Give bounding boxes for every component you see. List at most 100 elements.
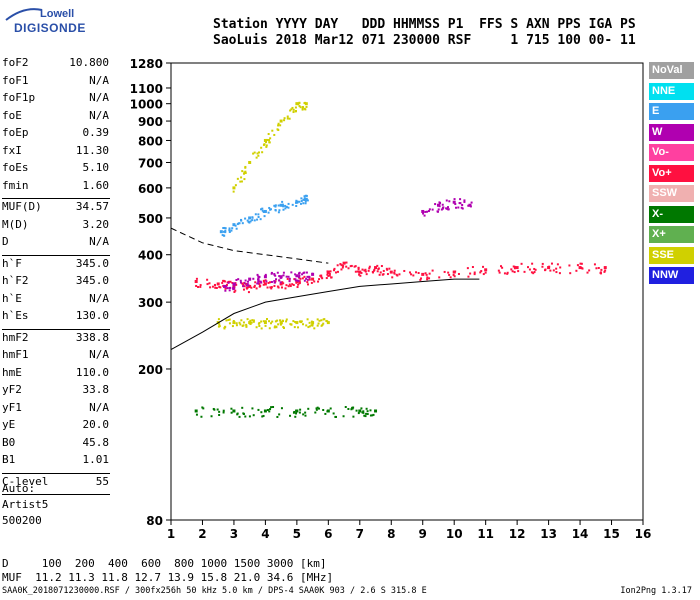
echo-point <box>541 265 544 268</box>
echo-point <box>258 282 261 285</box>
echo-point <box>316 318 319 321</box>
y-tick-label: 800 <box>138 134 163 148</box>
echo-point <box>366 410 369 413</box>
echo-point <box>291 283 294 286</box>
echo-point <box>301 273 304 276</box>
echo-point <box>254 213 257 216</box>
echo-point <box>241 170 244 173</box>
echo-point <box>222 411 225 414</box>
echo-point <box>258 275 261 278</box>
param-separator <box>2 328 110 330</box>
echo-point <box>520 262 523 265</box>
echo-point <box>396 274 399 277</box>
echo-point <box>305 277 308 280</box>
echo-point <box>298 101 301 104</box>
echo-point <box>252 277 255 280</box>
echo-point <box>235 324 238 327</box>
echo-point <box>532 272 535 275</box>
echo-point <box>325 319 328 322</box>
echo-point <box>213 408 216 411</box>
param-row: h`E N/A <box>2 292 109 308</box>
echo-point <box>232 186 236 190</box>
echo-point <box>484 268 488 272</box>
echo-point <box>216 282 220 286</box>
echo-point <box>241 324 244 327</box>
echo-point <box>541 262 544 265</box>
echo-point <box>224 289 227 292</box>
echo-point <box>322 409 325 412</box>
echo-point <box>443 270 446 273</box>
echo-point <box>550 262 553 265</box>
echo-point <box>467 275 470 278</box>
echo-point <box>244 172 247 175</box>
echo-point <box>270 271 273 274</box>
param-value: N/A <box>89 108 109 122</box>
echo-point <box>365 412 368 415</box>
echo-point <box>243 172 246 175</box>
echo-point <box>513 271 516 274</box>
echo-point <box>385 267 388 270</box>
echo-point <box>267 211 270 214</box>
echo-point <box>277 124 280 127</box>
param-value: 11.30 <box>75 143 109 157</box>
echo-point <box>210 415 213 418</box>
param-name: h`F <box>2 256 22 270</box>
echo-point <box>278 279 281 282</box>
echo-point <box>320 319 323 322</box>
echo-point <box>322 318 325 321</box>
echo-point <box>250 286 253 289</box>
echo-point <box>299 202 302 205</box>
y-tick-label: 1100 <box>130 82 163 96</box>
echo-point <box>297 103 300 106</box>
param-value: 345.0 <box>75 256 109 270</box>
echo-point <box>424 210 427 213</box>
echo-point <box>378 273 381 276</box>
echo-point <box>304 197 308 201</box>
echo-point <box>326 321 330 325</box>
echo-point <box>289 414 292 417</box>
echo-point <box>273 325 276 328</box>
echo-point <box>459 198 462 201</box>
y-tick-label: 500 <box>138 212 163 226</box>
echo-point <box>305 105 308 108</box>
echo-point <box>239 323 242 326</box>
echo-point <box>304 200 307 203</box>
echo-point <box>294 110 297 113</box>
echo-point <box>237 278 240 281</box>
echo-point <box>303 195 306 198</box>
echo-point <box>473 273 476 276</box>
param-name: foF1 <box>2 73 29 87</box>
echo-point <box>247 291 250 294</box>
echo-point <box>295 102 299 106</box>
echo-point <box>428 277 431 280</box>
echo-point <box>360 407 363 410</box>
echo-point <box>295 274 299 278</box>
param-row: h`F2 345.0 <box>2 274 109 290</box>
echo-point <box>224 231 227 234</box>
echo-point <box>366 413 369 416</box>
echo-point <box>304 102 308 106</box>
param-name: h`F2 <box>2 274 29 287</box>
param-row: foEp 0.39 <box>2 126 109 142</box>
header-line-2: SaoLuis 2018 Mar12 071 230000 RSF 1 715 … <box>213 33 636 48</box>
echo-point <box>528 268 531 271</box>
echo-point <box>292 411 295 414</box>
echo-point <box>238 321 241 324</box>
x-tick-label: 8 <box>387 527 395 541</box>
echo-point <box>279 119 283 123</box>
echo-point <box>279 275 283 279</box>
param-value: 45.8 <box>82 435 110 449</box>
echo-point <box>244 279 247 282</box>
echo-point <box>230 407 233 410</box>
echo-point <box>421 209 425 213</box>
echo-point <box>274 205 277 208</box>
echo-point <box>372 271 375 274</box>
echo-point <box>308 275 311 278</box>
echo-point <box>453 198 456 201</box>
echo-point <box>358 273 361 276</box>
echo-point <box>287 275 290 278</box>
echo-point <box>252 319 255 322</box>
echo-point <box>355 409 358 412</box>
echo-point <box>344 406 347 409</box>
echo-point <box>324 412 327 415</box>
